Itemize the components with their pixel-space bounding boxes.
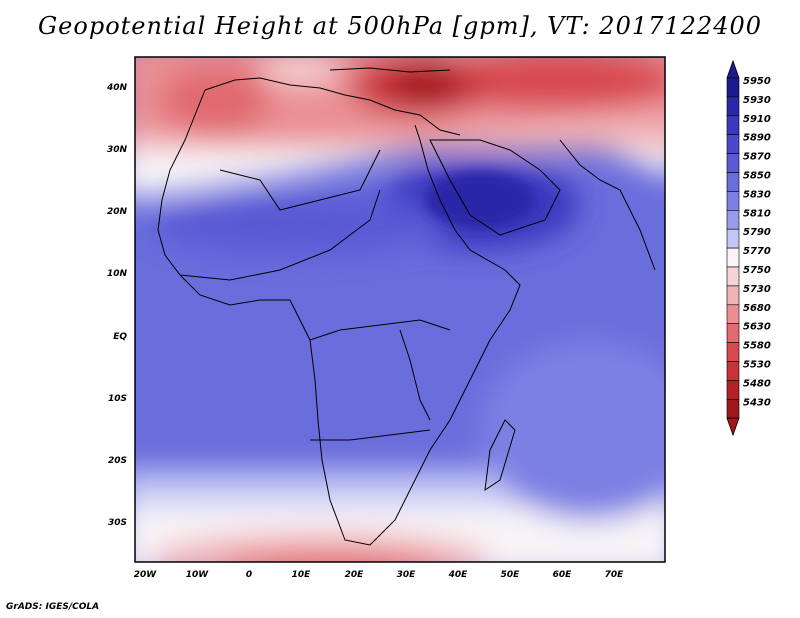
colorbar-swatch (726, 77, 740, 98)
axes: 40N 30N 20N 10N EQ 10S 20S 30S 20W 10W 0… (106, 83, 624, 580)
coastlines (157, 67, 656, 546)
lon-label: 40E (448, 570, 469, 580)
lat-label: 20N (107, 207, 128, 217)
colorbar-label: 5850 (743, 171, 771, 182)
colorbar-label: 5790 (743, 227, 771, 238)
chart-title: Geopotential Height at 500hPa [gpm], VT:… (38, 12, 762, 40)
lon-label: 10E (292, 570, 312, 580)
colorbar-label: 5750 (743, 265, 771, 276)
colorbar-label: 5580 (743, 341, 771, 352)
map-frame (134, 56, 666, 563)
colorbar-swatch (726, 247, 740, 268)
lat-label: 40N (106, 83, 128, 93)
lat-label: 10N (107, 269, 128, 279)
lon-label: 20W (134, 570, 158, 580)
lat-label: 10S (108, 394, 127, 404)
colorbar: 5950 5930 5910 5890 5870 5850 5830 5810 5790 5770… (726, 59, 771, 437)
colorbar-swatch (726, 134, 740, 154)
colorbar-label: 5680 (743, 303, 771, 314)
colorbar-label: 5930 (743, 95, 771, 106)
colorbar-swatch (726, 210, 740, 230)
colorbar-label: 5950 (743, 76, 771, 87)
colorbar-label: 5630 (743, 322, 771, 333)
colorbar-swatch (726, 191, 740, 211)
colorbar-swatch (726, 285, 740, 306)
lon-label: 0 (246, 570, 252, 580)
colorbar-label: 5890 (743, 133, 771, 144)
colorbar-swatch (726, 323, 740, 343)
lon-label: 20E (345, 570, 365, 580)
colorbar-label: 5810 (743, 208, 771, 219)
colorbar-swatch (726, 172, 740, 192)
colorbar-swatch (726, 361, 740, 381)
colorbar-swatch (726, 342, 740, 362)
colorbar-swatch (726, 380, 740, 400)
colorbar-swatch (726, 228, 740, 249)
colorbar-label: 5870 (743, 152, 771, 163)
colorbar-bottom-arrow (726, 417, 740, 437)
colorbar-swatch (726, 398, 740, 419)
colorbar-label: 5730 (743, 284, 771, 295)
colorbar-label: 5910 (743, 114, 771, 125)
colorbar-swatch (726, 304, 740, 324)
lon-label: 10W (186, 570, 210, 580)
lon-label: 70E (605, 570, 625, 580)
colorbar-swatch (726, 115, 740, 136)
lon-label: 50E (501, 570, 521, 580)
colorbar-swatch (726, 266, 740, 287)
colorbar-swatch (726, 96, 740, 117)
lat-label: 20S (108, 456, 127, 466)
lon-label: 30E (397, 570, 417, 580)
footer-credit: GrADS: IGES/COLA (6, 602, 100, 612)
geopotential-height-field (135, 57, 665, 562)
lon-label: 60E (553, 570, 573, 580)
lat-label: 30N (107, 145, 128, 155)
colorbar-label: 5530 (743, 360, 771, 371)
colorbar-swatch (726, 153, 740, 173)
colorbar-label: 5430 (743, 397, 771, 408)
colorbar-label: 5480 (743, 378, 771, 389)
colorbar-label: 5770 (743, 246, 771, 257)
lat-label: 30S (108, 518, 127, 528)
lat-label: EQ (113, 332, 127, 342)
colorbar-top-arrow (726, 59, 740, 79)
colorbar-label: 5830 (743, 189, 771, 200)
